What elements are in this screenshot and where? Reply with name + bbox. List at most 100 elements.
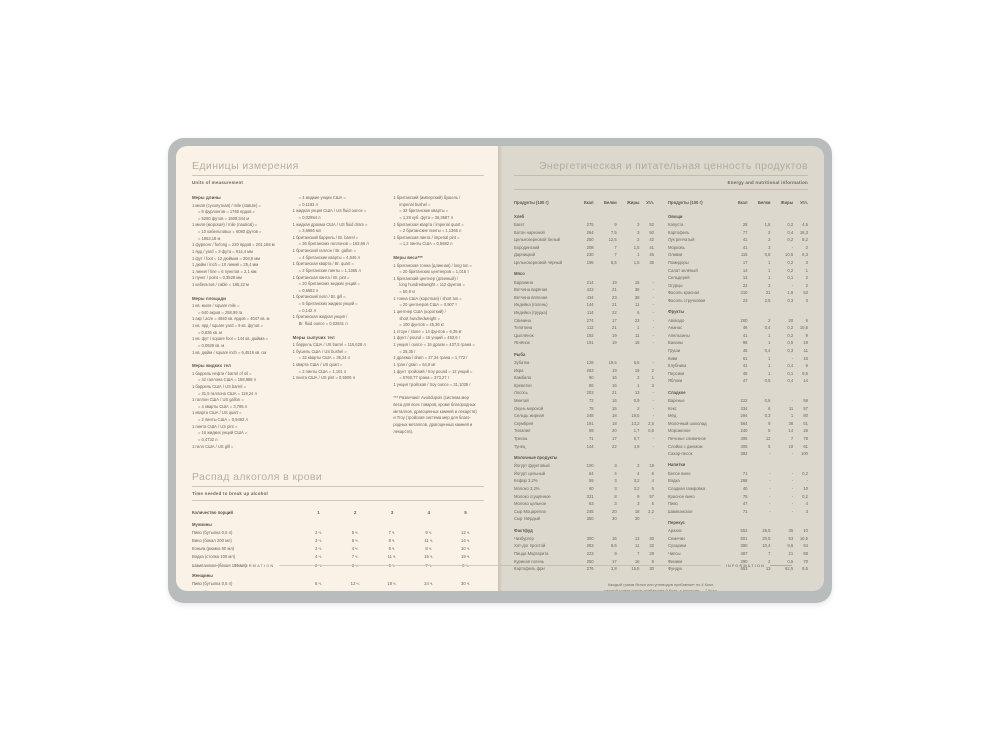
nutrition-row-label: Пицца Маргарита	[514, 551, 549, 557]
nutrition-cell: 21	[765, 290, 771, 296]
nutrition-cell: -	[769, 508, 771, 514]
nutrition-row-label: Сухарики	[668, 543, 687, 549]
nutrition-cell: 9	[637, 493, 640, 499]
alcohol-group-row: Женщины	[192, 569, 484, 580]
nutrition-group-row: Сладкое	[668, 385, 808, 397]
nutrition-cell: 11	[803, 348, 808, 353]
nutrition-cell: -	[769, 501, 771, 507]
nutrition-row-label: Водка	[668, 478, 680, 484]
units-line: = 0,836 кв. м	[198, 329, 222, 335]
nutrition-cell: 11	[635, 332, 640, 338]
nutrition-cell: -	[791, 485, 794, 491]
units-line: 1 пинта США / US pint = 0,5506 л	[292, 375, 356, 381]
units-line: 1 кабельтов / cable = 185,22 м	[192, 282, 249, 287]
nutrition-cell: 0,4	[787, 378, 794, 384]
nutrition-cell: 4	[637, 470, 640, 476]
nutrition-row-label: Фасоль красная	[668, 290, 700, 296]
units-line: 1 драхма / dram = 27,34 грана = 1,772 г	[393, 355, 468, 361]
nutrition-row-label: Морковь	[668, 244, 685, 250]
units-line: 1 линия / line = 6 пунктов = 2,1 мм	[192, 268, 257, 274]
nutrition-row-label: Авокадо	[668, 317, 685, 323]
nutrition-cell: 2	[637, 375, 640, 381]
alcohol-cell: 14 ч.	[461, 538, 471, 544]
alcohol-title-rule	[192, 486, 484, 488]
nutrition-cell: 2	[805, 282, 808, 288]
nutrition-cell: 7	[614, 252, 617, 258]
nutrition-cell: 19	[803, 340, 808, 346]
nutrition-cell: 276	[586, 566, 594, 572]
nutrition-row-label: Сельдерей	[668, 275, 690, 281]
nutrition-row-label: Арахис	[668, 528, 682, 534]
nutrition-cell: 2	[768, 237, 771, 243]
nutrition-cell: 18	[634, 508, 640, 514]
nutrition-row-label: Чипсы	[668, 551, 681, 557]
nutrition-cell: 1	[768, 363, 771, 369]
alcohol-cell: 18 ч.	[387, 581, 397, 587]
nutrition-cell: 47	[742, 501, 748, 507]
nutrition-group-row: Овощи	[668, 209, 808, 221]
table-row: Картофель фри 276 3,8 15,5 30	[514, 565, 654, 573]
table-row: Скумбрия 191 18 13,2 2,5	[514, 419, 654, 427]
table-row: Апельсины 41 1 0,2 9	[668, 332, 808, 340]
nutrition-row-label: Телятина	[514, 325, 533, 331]
nutrition-cell: 0,3	[787, 298, 794, 304]
units-line: 1 ярд / yard = 3 фута = 914,4 мм	[192, 248, 253, 254]
nutrition-cell: 310	[740, 290, 748, 296]
table-row: Печенье сливочное 406 12 7 78	[668, 435, 808, 443]
nutrition-group-row: Мясо	[514, 266, 654, 278]
nutrition-cell: 2	[768, 317, 771, 323]
table-row: Яблоки 47 0,5 0,4 14	[668, 377, 808, 385]
nutrition-cell: 19,5	[631, 413, 640, 419]
nutrition-cell: 15	[634, 279, 640, 285]
nutrition-cell: 20	[612, 508, 617, 514]
nutrition-cell: 3	[637, 229, 640, 235]
units-group-heading: Меры площади	[192, 295, 226, 301]
units-group-heading: Меры сыпучих тел	[292, 334, 335, 340]
nutrition-cell: 1,5	[633, 244, 640, 250]
nutrition-cell: 264	[586, 229, 594, 235]
nutrition-cell: 3	[614, 463, 617, 469]
nutrition-row-label: Цельнозерновой белый	[514, 237, 561, 243]
units-group: Меры жидких тел 1 баррель нефти / barrel …	[192, 363, 283, 450]
nutrition-group-label: Молочные продукты	[514, 454, 558, 460]
nutrition-row-label: Пиво	[668, 501, 678, 507]
nutrition-title: Энергетическая и питательная ценность пр…	[538, 160, 808, 172]
alcohol-title: Распад алкоголя в крови	[192, 471, 323, 484]
nutrition-cell: 23	[634, 317, 640, 323]
units-line: 1 бушель США / US bushel =	[292, 348, 347, 354]
alcohol-cell: 24 ч.	[424, 581, 434, 587]
table-row: Окунь морской 75 15 2 -	[514, 404, 654, 412]
nutrition-left-head: Продукты (100 г) Ккал Белки Жиры Угл.	[514, 199, 654, 209]
nutrition-cell: 1	[768, 332, 771, 338]
nutrition-col-header: Белки	[757, 200, 771, 206]
nutrition-cell: 11	[635, 543, 640, 549]
nutrition-cell: 71	[742, 508, 748, 514]
table-row: Йогурт цельный 64 4 4 6	[514, 469, 654, 477]
nutrition-cell: 434	[586, 294, 594, 300]
nutrition-cell: 75	[742, 493, 748, 499]
nutrition-cell: 2,2	[648, 508, 654, 514]
nutrition-cell: 1,7	[633, 428, 640, 434]
nutrition-cell: 14	[742, 267, 748, 273]
nutrition-cell: 2	[637, 463, 640, 469]
nutrition-row-label: Сахар-песок	[668, 451, 693, 457]
nutrition-cell: 51	[803, 420, 808, 426]
right-footer: INFORMATION	[500, 563, 792, 568]
nutrition-cell: 36	[634, 287, 640, 293]
nutrition-cell: 22	[742, 282, 748, 288]
nutrition-row-label: Сладкая газировка	[668, 485, 706, 491]
table-row: Минтай 72 16 0,9 -	[514, 397, 654, 405]
nutrition-cell: 321	[586, 493, 594, 499]
nutrition-cell: -	[652, 435, 654, 441]
table-row: Помидоры 17 1 0,2 3	[668, 259, 808, 267]
nutrition-cell: 41	[742, 244, 748, 250]
units-line: = 0,02954 л	[298, 214, 321, 220]
units-line: = 3,6966 мл	[298, 228, 322, 234]
nutrition-cell: 9,6	[610, 543, 617, 549]
nutrition-cell: 0,2	[802, 493, 808, 499]
nutrition-cell: 19,5	[608, 360, 617, 365]
nutrition-cell: 1	[805, 267, 808, 273]
nutrition-cell: -	[769, 470, 771, 476]
nutrition-cell: 274	[586, 317, 594, 323]
nutrition-cell: 230	[586, 252, 594, 258]
